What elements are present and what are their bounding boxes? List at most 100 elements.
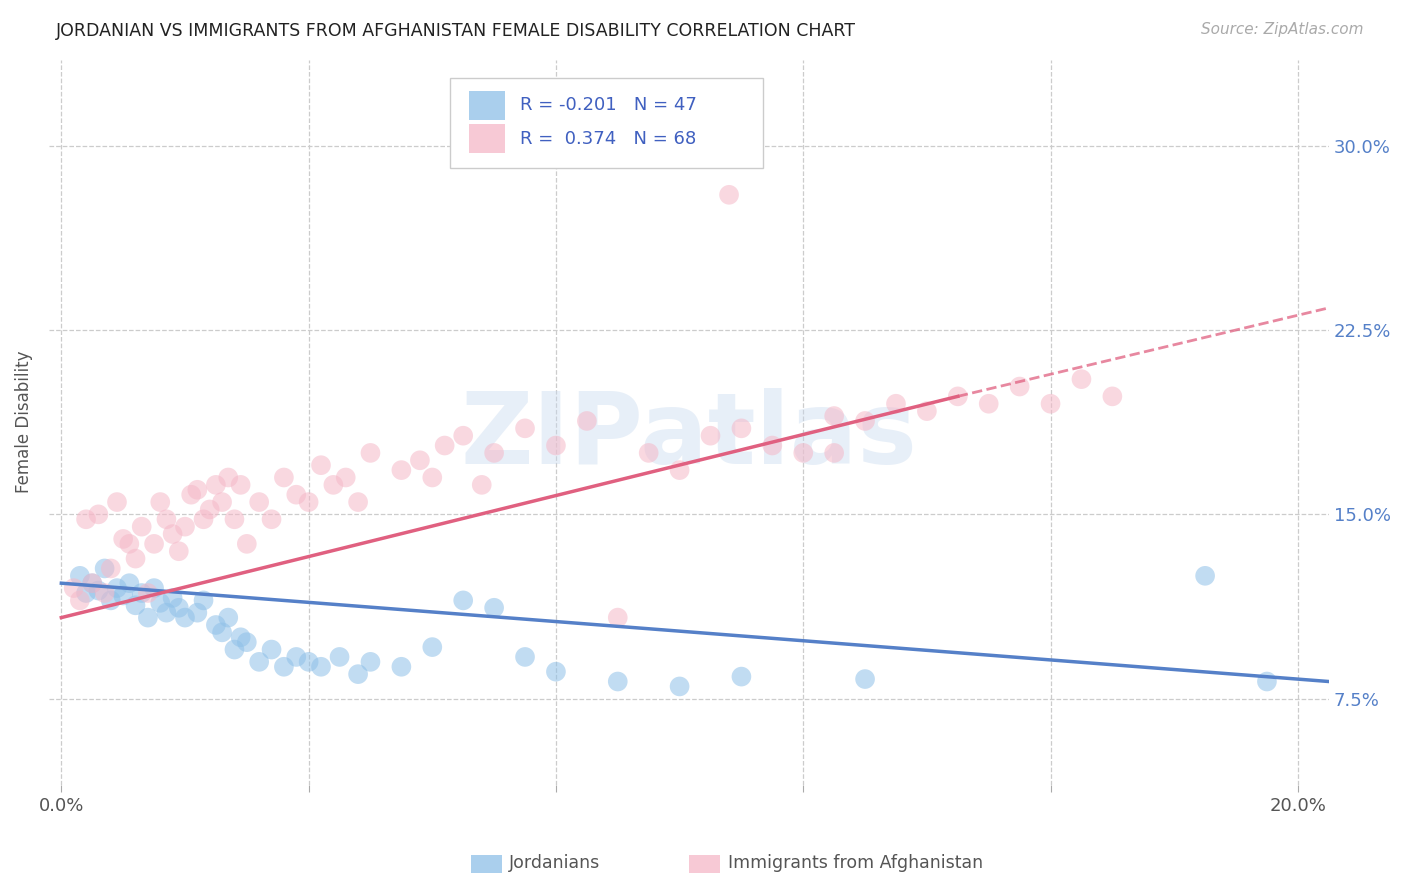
Point [260,642,283,657]
Point [273,659,295,673]
Point [93,561,115,575]
Point [668,680,690,694]
Point [100,593,122,607]
Point [699,428,721,442]
Point [884,397,907,411]
Point [285,649,308,664]
Point [309,659,332,673]
Point [451,593,474,607]
Point [186,483,208,497]
Point [247,495,270,509]
Text: Source: ZipAtlas.com: Source: ZipAtlas.com [1201,22,1364,37]
Point [451,428,474,442]
Point [977,397,1000,411]
Point [853,414,876,428]
Point [322,478,344,492]
Point [236,537,259,551]
Point [167,544,190,558]
Point [309,458,332,473]
Point [87,583,110,598]
Point [1101,389,1123,403]
Point [236,635,259,649]
Point [112,589,135,603]
Point [544,665,567,679]
Point [718,187,741,202]
Point [761,438,783,452]
Y-axis label: Female Disability: Female Disability [15,351,32,493]
Point [149,596,172,610]
Point [247,655,270,669]
Point [167,600,190,615]
Point [1070,372,1092,386]
Point [93,586,115,600]
Point [155,512,177,526]
Point [329,649,352,664]
Point [118,537,141,551]
Point [124,551,146,566]
Point [136,610,159,624]
Point [112,532,135,546]
Point [823,409,845,423]
Text: Immigrants from Afghanistan: Immigrants from Afghanistan [728,854,983,871]
Point [82,576,104,591]
Point [229,478,252,492]
Point [62,581,84,595]
Point [217,610,239,624]
Point [359,655,381,669]
Point [823,446,845,460]
Point [186,606,208,620]
Point [131,586,153,600]
Point [409,453,432,467]
Point [155,606,177,620]
Point [75,586,97,600]
Point [174,519,197,533]
Point [420,470,443,484]
Point [105,495,128,509]
FancyBboxPatch shape [450,78,763,169]
Point [544,438,567,452]
Point [433,438,456,452]
Text: ZIPatlas: ZIPatlas [460,388,917,485]
Point [359,446,381,460]
Point [143,537,166,551]
Point [730,421,752,435]
Point [205,478,228,492]
Point [273,470,295,484]
Point [668,463,690,477]
Point [131,519,153,533]
Point [347,667,370,681]
Point [298,655,321,669]
Point [915,404,938,418]
Point [389,659,412,673]
Point [174,610,197,624]
Point [198,502,221,516]
Point [260,512,283,526]
Point [471,478,494,492]
Point [211,495,233,509]
Point [69,569,91,583]
Point [229,630,252,644]
Point [347,495,370,509]
Point [180,488,202,502]
Point [224,512,246,526]
Point [124,599,146,613]
Point [1008,379,1031,393]
Point [606,610,628,624]
Point [1256,674,1278,689]
Point [792,446,814,460]
Point [118,576,141,591]
Point [1194,569,1216,583]
Point [513,649,536,664]
Point [69,593,91,607]
Text: R = -0.201   N = 47: R = -0.201 N = 47 [520,96,697,114]
FancyBboxPatch shape [468,124,505,153]
FancyBboxPatch shape [468,91,505,120]
Point [82,576,104,591]
Point [105,581,128,595]
Point [853,672,876,686]
Point [162,591,184,605]
Point [136,586,159,600]
Point [75,512,97,526]
Point [205,618,228,632]
Point [162,527,184,541]
